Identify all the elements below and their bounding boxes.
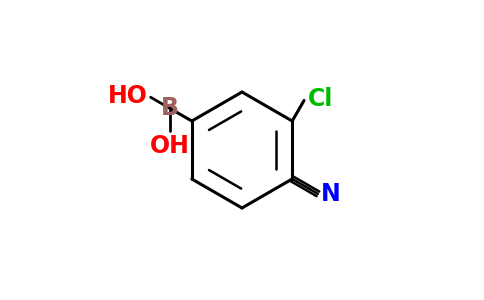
Text: B: B xyxy=(161,96,179,120)
Text: OH: OH xyxy=(150,134,190,158)
Text: HO: HO xyxy=(108,84,148,108)
Text: Cl: Cl xyxy=(308,87,333,111)
Text: N: N xyxy=(321,182,341,206)
